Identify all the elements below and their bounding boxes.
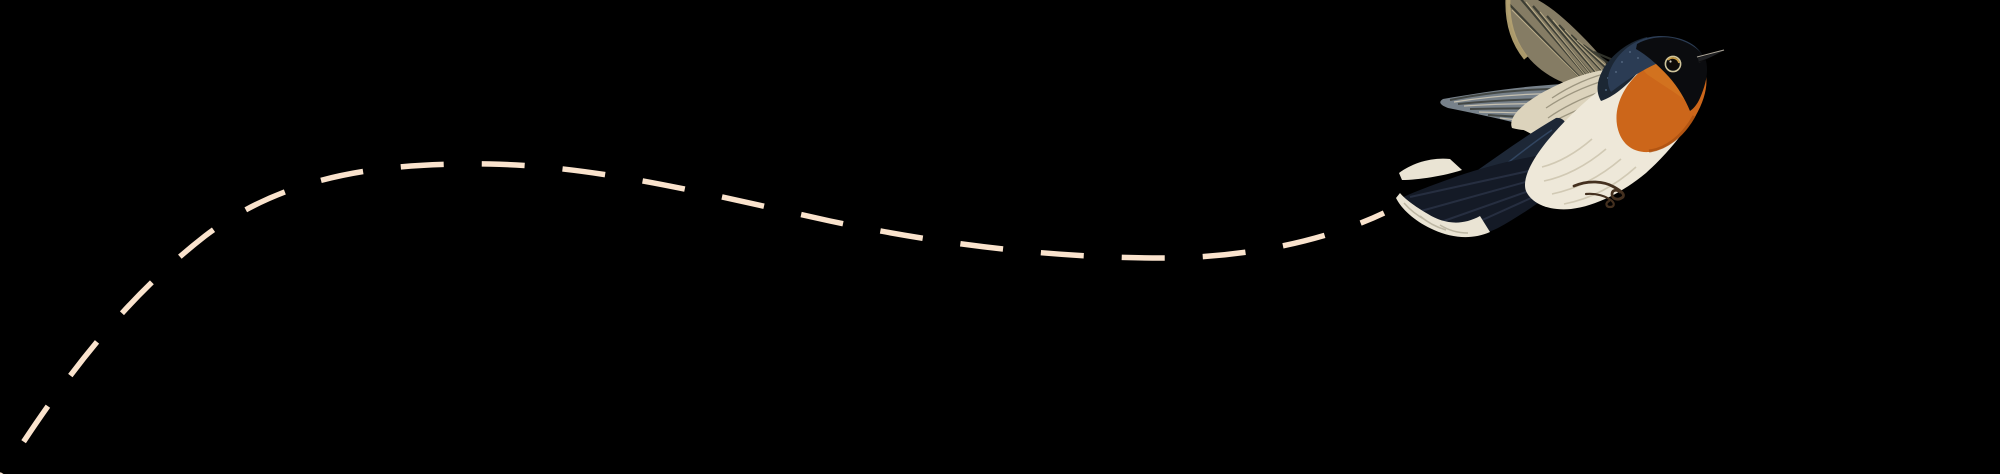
bird-tail-feather-lines bbox=[1409, 157, 1589, 232]
bird-tail-white-tips bbox=[1396, 193, 1490, 238]
bird-foot-curl-lower bbox=[1584, 192, 1615, 209]
bird-beak-ridge bbox=[1696, 49, 1725, 58]
bird-raised-wing-highlight-lines bbox=[1511, 1, 1607, 85]
bird-feet bbox=[1572, 180, 1625, 209]
bird-eye-ring bbox=[1664, 55, 1682, 73]
bird-scapular-streaks bbox=[1545, 71, 1613, 125]
bird-head bbox=[1607, 36, 1725, 112]
bird-raised-wing bbox=[1505, 0, 1614, 88]
bird-breast-deep-edge bbox=[1648, 115, 1696, 153]
bird-scapulars bbox=[1511, 68, 1618, 131]
bird-eye-glint bbox=[1669, 60, 1672, 63]
bird-head-speckles bbox=[1615, 51, 1639, 73]
bird-raised-wing-feather-lines bbox=[1508, 0, 1614, 87]
bird-foot-curl-upper bbox=[1572, 180, 1625, 201]
bird-tail-tip-scallops bbox=[1403, 202, 1469, 234]
bird-cheek-patch bbox=[1641, 59, 1696, 106]
bird-eye-gold-arc bbox=[1667, 57, 1680, 64]
bird-beak bbox=[1696, 49, 1725, 63]
bird-raised-wing-leading-edge bbox=[1505, 0, 1528, 60]
bird-beak-gape-line bbox=[1698, 56, 1714, 63]
bird-eye bbox=[1664, 55, 1682, 73]
bird-tail-white-patch bbox=[1399, 158, 1462, 180]
bird-illustration bbox=[1396, 0, 1725, 238]
bird-crown-mask bbox=[1636, 37, 1708, 112]
bird-scapular-shape bbox=[1511, 68, 1618, 131]
